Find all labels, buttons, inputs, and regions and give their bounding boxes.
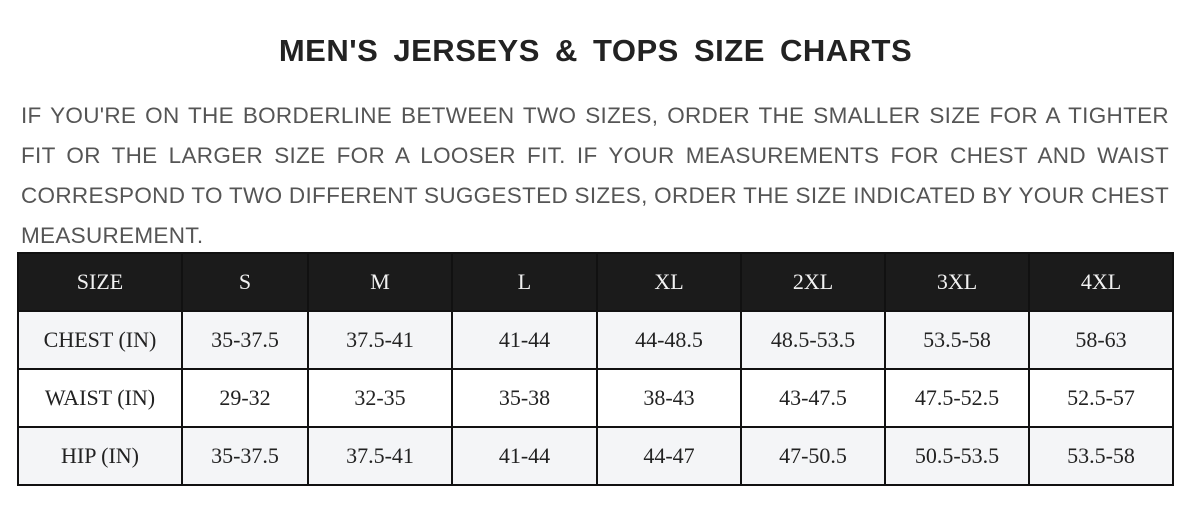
table-cell: 53.5-58: [1028, 426, 1174, 486]
table-cell: 48.5-53.5: [740, 310, 886, 370]
table-cell: 35-38: [451, 368, 598, 428]
table-cell: 50.5-53.5: [884, 426, 1030, 486]
table-cell: 44-47: [596, 426, 742, 486]
table-cell: 47-50.5: [740, 426, 886, 486]
table-cell: 35-37.5: [181, 310, 309, 370]
table-row: WAIST (IN) 29-32 32-35 35-38 38-43 43-47.5 47.…: [17, 368, 1174, 428]
column-header: S: [181, 252, 309, 312]
column-header: L: [451, 252, 598, 312]
table-cell: 47.5-52.5: [884, 368, 1030, 428]
column-header: M: [307, 252, 453, 312]
table-cell: 35-37.5: [181, 426, 309, 486]
row-label: WAIST (IN): [17, 368, 183, 428]
table-cell: 53.5-58: [884, 310, 1030, 370]
table-cell: 41-44: [451, 426, 598, 486]
size-chart-table: SIZE S M L XL 2XL 3XL 4XL CHEST (IN) 35-37.5 37.5…: [17, 252, 1174, 486]
row-label: HIP (IN): [17, 426, 183, 486]
table-cell: 38-43: [596, 368, 742, 428]
table-cell: 32-35: [307, 368, 453, 428]
table-cell: 37.5-41: [307, 310, 453, 370]
table-cell: 43-47.5: [740, 368, 886, 428]
table-cell: 41-44: [451, 310, 598, 370]
row-label: CHEST (IN): [17, 310, 183, 370]
table-cell: 58-63: [1028, 310, 1174, 370]
table-cell: 52.5-57: [1028, 368, 1174, 428]
size-advice-text: IF YOU'RE ON THE BORDERLINE BETWEEN TWO …: [21, 103, 1169, 248]
column-header: 2XL: [740, 252, 886, 312]
column-header: XL: [596, 252, 742, 312]
header-row: SIZE S M L XL 2XL 3XL 4XL: [17, 252, 1174, 312]
table-cell: 29-32: [181, 368, 309, 428]
column-header: SIZE: [17, 252, 183, 312]
column-header: 4XL: [1028, 252, 1174, 312]
table-cell: 44-48.5: [596, 310, 742, 370]
page-title: MEN'S JERSEYS & TOPS SIZE CHARTS: [278, 33, 913, 68]
column-header: 3XL: [884, 252, 1030, 312]
table-row: HIP (IN) 35-37.5 37.5-41 41-44 44-47 47-50.5 5…: [17, 426, 1174, 486]
table-cell: 37.5-41: [307, 426, 453, 486]
table-row: CHEST (IN) 35-37.5 37.5-41 41-44 44-48.5 48.5…: [17, 310, 1174, 370]
